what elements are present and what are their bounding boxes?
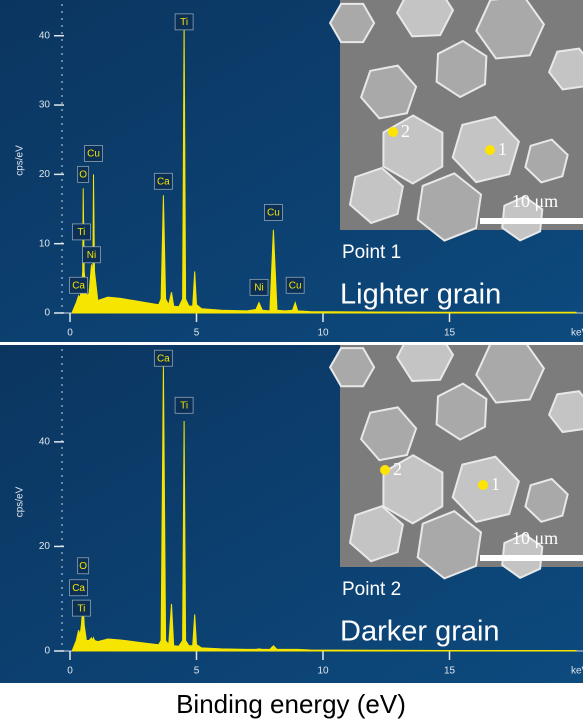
x-tick-label: 15 [444,328,456,339]
point-label: 1 [498,139,507,159]
y-axis-label: cps/eV [15,486,26,517]
scale-bar [480,218,583,224]
peak-label: Ti [180,400,188,411]
x-unit-label: keV [571,666,583,677]
peak-label: Ni [87,250,96,261]
y-axis-label: cps/eV [15,145,26,176]
x-tick-label: 0 [67,328,73,339]
y-tick-label: 40 [39,30,51,41]
peak-label: Cu [267,208,280,219]
point-label: 2 [401,121,410,141]
point-marker [485,145,495,155]
grain [330,4,374,42]
peak-label: Ti [77,227,85,238]
grain-description: Lighter grain [340,279,501,311]
peak-label: Cu [87,149,100,160]
x-tick-label: 10 [317,328,329,339]
x-unit-label: keV [571,328,583,339]
panel: 0 20 40 0 5 10 15 keV cps/eV Ca Ti O Ca Ti 2 1 10 μm Poin… [0,331,583,683]
point-title: Point 2 [342,579,401,600]
peak-label: Ca [72,583,85,594]
x-axis-label: Binding energy (eV) [176,689,406,719]
point-title: Point 1 [342,242,401,263]
y-tick-label: 20 [39,169,51,180]
y-tick-label: 40 [39,437,51,448]
y-tick-label: 10 [39,238,51,249]
peak-label: Ca [157,353,170,364]
x-tick-label: 0 [67,666,73,677]
scale-bar [480,555,583,561]
x-tick-label: 10 [317,666,329,677]
peak-label: Ca [72,280,85,291]
peak-label: Cu [289,280,302,291]
panel: 010203040051015keVcps/eVCaTiOCuNiCaTiCuN… [0,0,583,342]
peak-label: Ti [77,603,85,614]
x-tick-label: 5 [194,666,200,677]
point-label: 2 [393,459,402,479]
y-tick-label: 0 [44,308,50,319]
y-tick-label: 0 [44,646,50,657]
grain [330,348,374,386]
peak-label: Ca [157,176,170,187]
peak-label: Ni [254,282,263,293]
scale-bar-label: 10 μm [512,528,558,548]
point-marker [380,465,390,475]
point-label: 1 [491,474,500,494]
peak-label: O [79,170,87,181]
peak-label: Ti [180,17,188,28]
y-tick-label: 30 [39,100,51,111]
x-tick-label: 5 [194,328,200,339]
x-tick-label: 15 [444,666,456,677]
grain-description: Darker grain [340,616,500,648]
y-tick-label: 20 [39,541,51,552]
point-marker [388,127,398,137]
figure: 010203040051015keVcps/eVCaTiOCuNiCaTiCuN… [0,0,583,727]
point-marker [478,480,488,490]
scale-bar-label: 10 μm [512,191,558,211]
peak-label: O [79,561,87,572]
